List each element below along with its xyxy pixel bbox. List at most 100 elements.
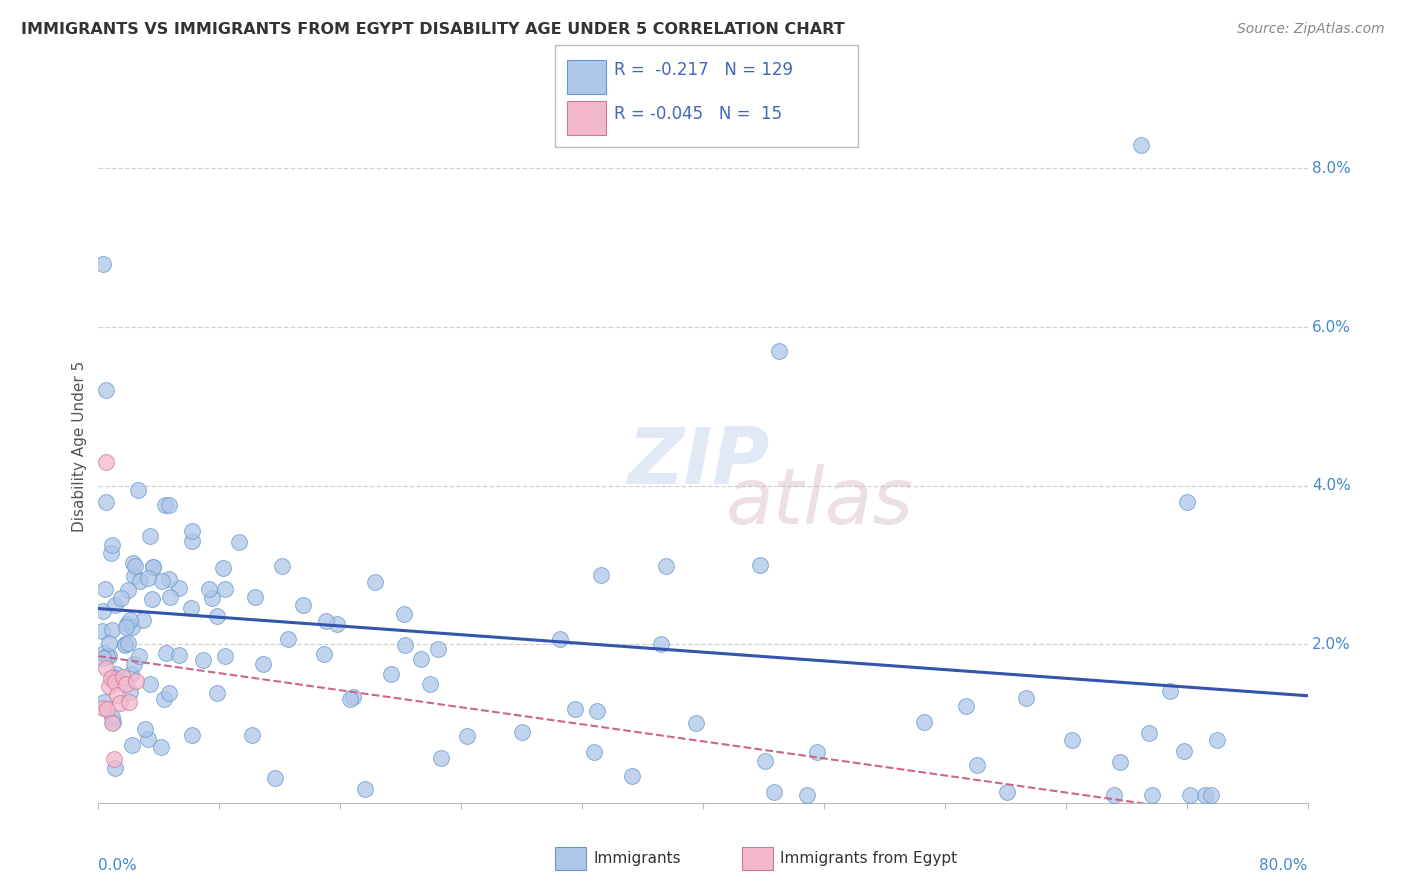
Point [117, 617, 139, 632]
Point [1206, 733, 1229, 747]
Text: R =  -0.217   N = 129: R = -0.217 N = 129 [614, 62, 793, 79]
Text: 4.0%: 4.0% [1312, 478, 1351, 493]
Point [110, 591, 132, 605]
Point [104, 675, 127, 690]
Point [122, 557, 145, 571]
Point [180, 524, 202, 539]
Point [1014, 690, 1036, 705]
Point [214, 582, 236, 596]
Point [93, 695, 115, 709]
Point [101, 710, 124, 724]
Point [100, 546, 122, 560]
Point [380, 667, 402, 681]
Point [91, 651, 114, 665]
Point [252, 657, 274, 671]
Point [117, 582, 139, 597]
Text: 2.0%: 2.0% [1312, 637, 1351, 652]
Y-axis label: Disability Age Under 5: Disability Age Under 5 [72, 360, 87, 532]
Point [122, 657, 145, 671]
Point [427, 641, 450, 656]
Point [157, 498, 180, 512]
Point [114, 637, 136, 651]
Point [104, 761, 127, 775]
Point [315, 614, 337, 628]
Point [141, 591, 163, 606]
Point [342, 690, 364, 704]
Point [409, 652, 432, 666]
Point [510, 725, 533, 739]
Point [1159, 684, 1181, 698]
Point [105, 689, 128, 703]
Point [134, 722, 156, 736]
Point [121, 620, 143, 634]
Point [157, 686, 180, 700]
Point [1194, 788, 1216, 802]
Text: R = -0.045   N =  15: R = -0.045 N = 15 [614, 105, 783, 123]
Point [1199, 788, 1222, 802]
Point [90, 624, 112, 638]
Point [1060, 733, 1083, 747]
Point [98, 635, 121, 649]
Point [128, 574, 150, 588]
Point [101, 538, 124, 552]
Text: 0.0%: 0.0% [98, 858, 138, 873]
Point [118, 685, 141, 699]
Point [314, 647, 336, 661]
Point [167, 648, 190, 662]
Point [583, 745, 606, 759]
Point [128, 648, 150, 663]
Point [136, 570, 159, 584]
Point [103, 752, 125, 766]
Point [180, 601, 202, 615]
Point [364, 575, 387, 590]
Point [101, 716, 124, 731]
Text: atlas: atlas [725, 464, 914, 540]
Point [621, 769, 644, 783]
Point [152, 574, 174, 589]
Text: Immigrants: Immigrants [593, 851, 681, 865]
Point [96, 702, 118, 716]
Point [212, 561, 235, 575]
Point [120, 666, 142, 681]
Point [100, 623, 122, 637]
Point [111, 670, 134, 684]
Point [114, 677, 136, 691]
Point [118, 695, 141, 709]
Point [586, 704, 609, 718]
Point [1104, 788, 1126, 802]
Point [94, 494, 117, 508]
Point [103, 670, 125, 684]
Point [1109, 756, 1132, 770]
Point [419, 676, 441, 690]
Point [139, 677, 162, 691]
Point [157, 572, 180, 586]
Point [392, 607, 415, 621]
Point [754, 754, 776, 768]
Point [205, 608, 228, 623]
Point [394, 638, 416, 652]
Point [97, 648, 120, 663]
Text: 6.0%: 6.0% [1312, 319, 1351, 334]
Point [914, 714, 936, 729]
Point [1137, 726, 1160, 740]
Point [142, 560, 165, 574]
Point [685, 715, 707, 730]
Point [214, 648, 236, 663]
Point [339, 692, 361, 706]
Text: 80.0%: 80.0% [1260, 858, 1308, 873]
Point [650, 637, 672, 651]
Point [1173, 744, 1195, 758]
Point [806, 745, 828, 759]
Point [155, 646, 177, 660]
Point [136, 732, 159, 747]
Point [291, 598, 314, 612]
Point [205, 686, 228, 700]
Point [264, 771, 287, 785]
Point [127, 483, 149, 497]
Point [429, 751, 451, 765]
Point [749, 558, 772, 572]
Point [120, 613, 142, 627]
Text: Source: ZipAtlas.com: Source: ZipAtlas.com [1237, 22, 1385, 37]
Point [191, 653, 214, 667]
Point [91, 604, 114, 618]
